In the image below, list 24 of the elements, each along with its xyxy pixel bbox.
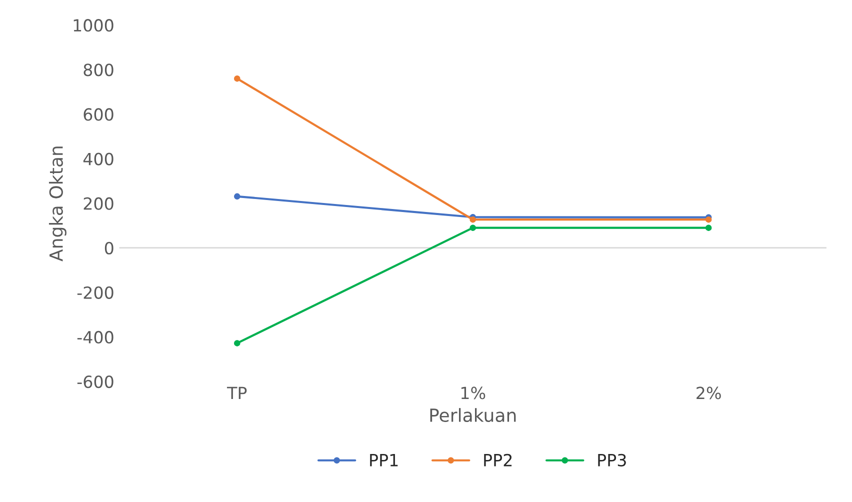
y-tick-label: 1000 bbox=[74, 19, 114, 32]
x-tick-label: 2% bbox=[696, 386, 721, 400]
y-tick-label: -600 bbox=[77, 375, 114, 388]
y-tick-label: 400 bbox=[83, 152, 114, 166]
x-tick-label: 1% bbox=[461, 386, 486, 400]
point bbox=[234, 340, 240, 346]
legend-label: PP3 bbox=[598, 454, 626, 466]
point bbox=[234, 75, 240, 82]
y-tick-label: 800 bbox=[84, 64, 114, 76]
point bbox=[470, 216, 476, 223]
point bbox=[705, 224, 712, 231]
legend-label: PP1 bbox=[370, 454, 398, 466]
y-tick-label: 600 bbox=[84, 108, 114, 121]
x-axis-title: Perlakuan bbox=[430, 408, 516, 422]
legend-label: PP2 bbox=[484, 454, 512, 466]
point bbox=[234, 193, 240, 200]
x-tick-label: TP bbox=[226, 386, 247, 400]
y-axis-title: Angka Oktan bbox=[48, 146, 66, 262]
y-tick-label: -400 bbox=[77, 330, 114, 344]
y-tick-label: 0 bbox=[104, 242, 114, 254]
point bbox=[470, 224, 476, 231]
point bbox=[705, 216, 712, 223]
y-tick-label: 200 bbox=[84, 197, 114, 210]
y-tick-label: -200 bbox=[77, 286, 114, 299]
